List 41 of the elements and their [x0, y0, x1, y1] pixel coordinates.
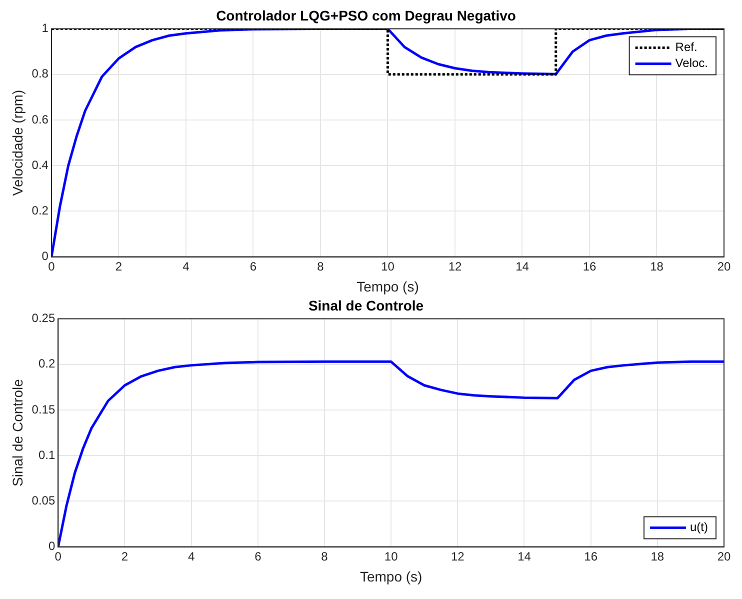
legend-label: Veloc.: [675, 56, 708, 70]
x-tick-label: 20: [717, 549, 731, 564]
y-axis-title: Sinal de Controle: [9, 378, 26, 487]
x-tick-label: 8: [317, 259, 324, 274]
x-tick-label: 6: [250, 259, 257, 274]
y-tick-label: 0.2: [38, 356, 56, 371]
x-tick-label: 20: [717, 259, 731, 274]
x-tick-label: 18: [650, 549, 664, 564]
x-axis-title: Tempo (s): [356, 278, 419, 294]
chart-title: Sinal de Controle: [308, 297, 424, 314]
x-tick-label: 10: [381, 259, 395, 274]
x-tick-label: 8: [321, 549, 328, 564]
y-tick-label: 1: [42, 21, 49, 36]
y-tick-label: 0: [42, 249, 49, 264]
y-tick-label: 0.4: [32, 158, 49, 172]
y-tick-label: 0.6: [32, 112, 49, 126]
x-tick-label: 12: [450, 549, 465, 564]
legend-label: u(t): [690, 520, 708, 534]
y-tick-label: 0.15: [32, 402, 56, 416]
x-tick-label: 4: [182, 259, 190, 274]
x-tick-label: 12: [448, 259, 462, 274]
y-tick-label: 0.8: [32, 66, 49, 81]
x-tick-label: 6: [254, 549, 262, 564]
x-tick-label: 14: [516, 259, 530, 274]
x-tick-label: 2: [115, 259, 122, 274]
x-axis-title: Tempo (s): [360, 568, 422, 584]
x-tick-label: 14: [518, 549, 532, 564]
y-tick-label: 0.25: [32, 311, 56, 326]
x-tick-label: 10: [384, 549, 398, 564]
x-tick-label: 16: [584, 549, 598, 564]
y-tick-label: 0.2: [32, 204, 49, 218]
x-tick-label: 2: [121, 549, 128, 564]
y-tick-label: 0: [48, 539, 56, 554]
y-axis-title: Velocidade (rpm): [9, 90, 26, 196]
x-tick-label: 18: [650, 259, 664, 274]
chart-title: Controlador LQG+PSO com Degrau Negativo: [216, 7, 516, 24]
y-tick-label: 0.1: [38, 448, 56, 462]
x-tick-label: 16: [582, 259, 596, 274]
legend-label: Ref.: [675, 40, 698, 54]
x-tick-label: 4: [188, 549, 195, 564]
y-tick-label: 0.05: [32, 494, 56, 508]
